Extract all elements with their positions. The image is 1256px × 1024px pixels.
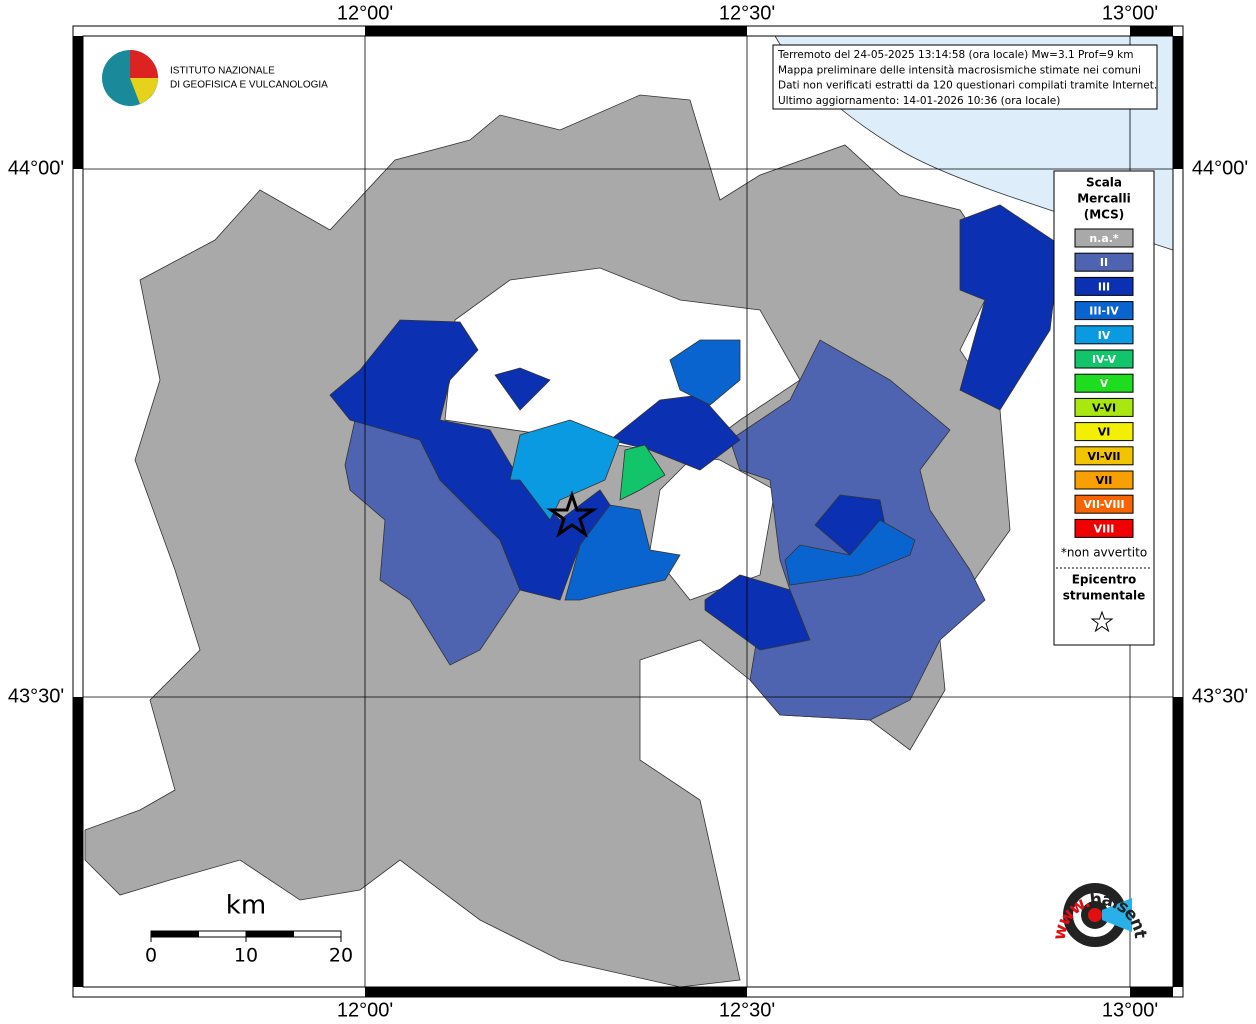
scale-bar: km 0 10 20 (145, 891, 353, 967)
legend-label: VI-VII (1087, 450, 1120, 463)
legend-swatch (1074, 494, 1134, 514)
info-line: Mappa preliminare delle intensità macros… (778, 64, 1141, 76)
legend-label: V-VI (1092, 401, 1116, 414)
scale-label: 20 (329, 945, 353, 967)
legend-swatch (1074, 373, 1134, 393)
info-box (772, 44, 1158, 110)
region (509, 419, 621, 521)
lat-label: 43°30' (1192, 685, 1248, 707)
lon-label: 13°00' (1102, 2, 1158, 24)
legend-label: VI (1098, 426, 1111, 439)
info-line: Ultimo aggiornamento: 14-01-2026 10:36 (… (778, 95, 1060, 107)
lon-label: 12°00' (337, 2, 393, 24)
legend-epicenter: strumentale (1063, 589, 1146, 603)
logo-text: DI GEOFISICA E VULCANOLOGIA (170, 80, 328, 91)
legend-title: Scala (1086, 176, 1122, 190)
legend-swatch (1074, 397, 1134, 417)
legend: ScalaMercalli(MCS)n.a.*IIIIIIII-IVIVIV-V… (1056, 176, 1152, 633)
legend-label: III (1098, 280, 1110, 293)
legend-star (1090, 610, 1114, 633)
logo-globe (130, 50, 158, 78)
epicenter-star (546, 490, 598, 538)
info-line: Dati non verificati estratti da 120 ques… (778, 80, 1157, 92)
legend-label: VIII (1094, 522, 1115, 535)
legend-label: VII-VIII (1083, 498, 1124, 511)
lon-label: 12°00' (337, 999, 393, 1021)
inst-logo: ISTITUTO NAZIONALE DI GEOFISICA E VULCAN… (102, 50, 328, 106)
logo-ring (1088, 908, 1102, 922)
legend-note: *non avvertito (1061, 546, 1147, 560)
scale-label: 0 (145, 945, 157, 967)
legend-epicenter: Epicentro (1072, 573, 1137, 587)
legend-label: n.a.* (1089, 232, 1119, 245)
legend-label: VII (1096, 474, 1113, 487)
lat-label: 44°00' (1192, 157, 1248, 179)
frame (72, 25, 1184, 998)
legend-swatch (1074, 325, 1134, 345)
legend-label: II (1100, 256, 1108, 269)
legend-swatch (1074, 349, 1134, 369)
region (959, 204, 1061, 411)
region (784, 519, 916, 586)
lat-label: 44°00' (8, 157, 64, 179)
region (619, 444, 666, 501)
region (669, 339, 741, 406)
lon-label: 12°30' (719, 2, 775, 24)
legend-swatch (1074, 252, 1134, 272)
legend-label: V (1100, 377, 1109, 390)
region (609, 394, 741, 471)
legend-title: Mercalli (1077, 192, 1131, 206)
legend-swatch (1074, 422, 1134, 442)
lat-label: 43°30' (8, 685, 64, 707)
legend-swatch (1074, 228, 1134, 248)
legend-swatch (1074, 470, 1134, 490)
legend-swatch (1074, 446, 1134, 466)
legend-label: III-IV (1089, 305, 1119, 318)
region (494, 367, 551, 411)
legend-swatch (1074, 518, 1134, 538)
regions (84, 94, 1061, 988)
info-line: Terremoto del 24-05-2025 13:14:58 (ora l… (777, 49, 1133, 61)
logo-wave (1102, 898, 1132, 932)
legend-label: IV-V (1092, 353, 1117, 366)
legend-swatch (1074, 276, 1134, 296)
legend-swatch (1074, 301, 1134, 321)
info-text: Terremoto del 24-05-2025 13:14:58 (ora l… (777, 49, 1157, 107)
legend-label: IV (1098, 329, 1111, 342)
scale-unit: km (226, 891, 266, 921)
scale-label: 10 (234, 945, 258, 967)
region (564, 504, 681, 601)
legend-title: (MCS) (1084, 208, 1125, 222)
lon-label: 12°30' (719, 999, 775, 1021)
lon-label: 13°00' (1102, 999, 1158, 1021)
logo-text: ISTITUTO NAZIONALE (170, 66, 275, 77)
region (329, 319, 611, 601)
region (704, 574, 811, 651)
logo-globe (130, 78, 158, 104)
